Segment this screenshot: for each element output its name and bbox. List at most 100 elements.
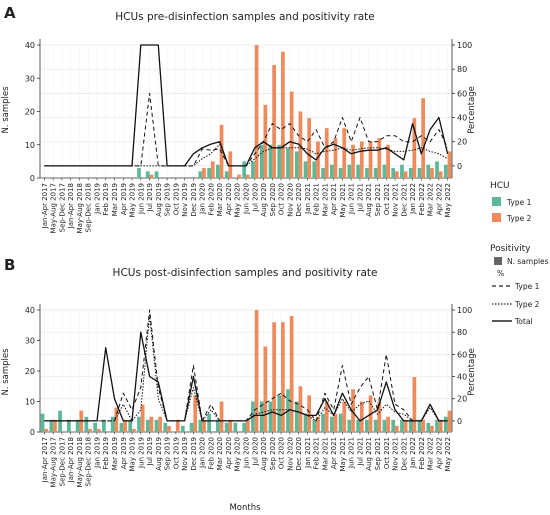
- bar-type2: [263, 104, 268, 178]
- legend-type2-label: Type 2: [506, 214, 532, 223]
- bar-type2: [377, 401, 382, 432]
- y-tick-label: 0: [30, 174, 35, 183]
- bar-type1: [347, 419, 352, 432]
- panel-b: B HCUs post-disinfection samples and pos…: [1, 256, 477, 487]
- x-tick-label: Jan 2021: [304, 437, 312, 469]
- bar-type1: [207, 168, 211, 178]
- bar-type2: [430, 425, 434, 432]
- y-right-tick-label: 100: [457, 306, 472, 315]
- x-tick-label: Jul 2021: [357, 183, 365, 213]
- bar-type1: [400, 419, 404, 432]
- y-right-tick-label: 60: [457, 350, 467, 359]
- x-axis-label: Months: [229, 503, 261, 513]
- bar-type2: [307, 118, 312, 178]
- bar-type1: [329, 164, 334, 178]
- x-tick-label: Jan 2020: [199, 183, 207, 215]
- bar-type2: [132, 428, 136, 432]
- bar-type1: [49, 419, 54, 432]
- x-tick-label: Aug 2019: [155, 437, 163, 471]
- y-right-tick-label: 60: [457, 89, 467, 98]
- x-tick-label: Jan 2022: [409, 183, 417, 215]
- line-type2: [44, 315, 448, 422]
- bar-type1: [435, 419, 439, 432]
- x-tick-label: May-Aug 2018: [76, 437, 84, 487]
- bar-type1: [365, 419, 369, 432]
- bar-type2: [88, 428, 92, 432]
- x-tick-label: Mar 2019: [111, 183, 119, 216]
- x-tick-label: Apr 2019: [120, 437, 128, 469]
- bar-type2: [149, 174, 154, 178]
- x-tick-label: Nov 2021: [392, 437, 400, 471]
- bar-type2: [289, 316, 294, 432]
- x-tick-label: Feb 2019: [102, 183, 110, 215]
- bar-type2: [377, 138, 382, 178]
- y-tick-label: 40: [25, 41, 35, 50]
- bar-type1: [400, 164, 404, 178]
- x-tick-label: Jan 2019: [94, 437, 102, 469]
- bar-type2: [123, 419, 127, 432]
- bar-type1: [365, 168, 369, 178]
- bar-type2: [342, 401, 347, 432]
- bar-type1: [347, 164, 352, 178]
- x-tick-label: Sep 2020: [269, 183, 277, 216]
- x-tick-label: Dec 2021: [400, 183, 408, 217]
- bar-type2: [246, 174, 250, 178]
- x-tick-label: May 2019: [129, 437, 137, 472]
- bar-type2: [386, 144, 390, 178]
- y-right-tick-label: 20: [457, 395, 467, 404]
- bar-type1: [251, 161, 255, 178]
- bar-type1: [198, 171, 203, 178]
- bar-type2: [342, 128, 347, 178]
- bar-type2: [202, 168, 206, 178]
- bar-type1: [163, 422, 168, 432]
- bar-type2: [403, 171, 408, 178]
- x-tick-label: Feb 2021: [313, 183, 321, 215]
- x-tick-label: Sep 2019: [164, 437, 172, 470]
- bar-type1: [154, 171, 159, 178]
- bar-type2: [254, 45, 259, 178]
- bar-type1: [443, 164, 448, 178]
- bar-type2: [359, 401, 364, 432]
- x-tick-label: Mar 2021: [321, 437, 329, 470]
- x-tick-label: Nov 2019: [181, 183, 189, 217]
- bar-type2: [421, 98, 426, 178]
- bar-type1: [435, 161, 439, 178]
- x-tick-label: May 2022: [444, 437, 452, 472]
- legend-line-type2-label: Type 2: [514, 300, 540, 309]
- bar-type1: [443, 416, 448, 432]
- x-tick-label: Jul 2019: [146, 437, 154, 467]
- bar-type2: [395, 171, 399, 178]
- bar-type2: [351, 389, 355, 432]
- bar-type2: [298, 111, 303, 178]
- legend-hcu-title: HCU: [490, 181, 510, 191]
- x-tick-label: Nov 2019: [181, 437, 189, 471]
- bar-type2: [167, 425, 171, 432]
- bar-type1: [312, 419, 317, 432]
- bar-type2: [324, 401, 329, 432]
- x-tick-label: Apr 2020: [225, 437, 233, 469]
- x-tick-label: Oct 2019: [172, 183, 180, 215]
- x-tick-label: Jan 2020: [199, 437, 207, 469]
- bar-type1: [277, 144, 282, 178]
- bar-type1: [303, 413, 308, 432]
- bar-type1: [321, 168, 325, 178]
- bar-type2: [228, 419, 233, 432]
- bar-type2: [298, 386, 303, 432]
- y-tick-label: 30: [25, 337, 35, 346]
- x-tick-label: Jul 2019: [146, 183, 154, 213]
- bar-type2: [202, 419, 206, 432]
- bar-type2: [351, 144, 355, 178]
- panel-b-letter: B: [4, 256, 15, 274]
- x-tick-label: May 2022: [444, 183, 452, 218]
- bar-type2: [421, 419, 426, 432]
- x-tick-label: Apr 2022: [435, 183, 443, 215]
- x-tick-label: Sep 2019: [164, 183, 172, 216]
- legend-type1-swatch: [492, 197, 501, 206]
- bar-type2: [246, 419, 250, 432]
- legend-line-total-label: Total: [514, 317, 533, 326]
- bar-type2: [272, 322, 276, 432]
- bar-type1: [242, 161, 246, 178]
- x-tick-label: Dec 2020: [295, 437, 303, 471]
- x-tick-label: Apr 2021: [330, 437, 338, 469]
- bar-type1: [154, 419, 159, 432]
